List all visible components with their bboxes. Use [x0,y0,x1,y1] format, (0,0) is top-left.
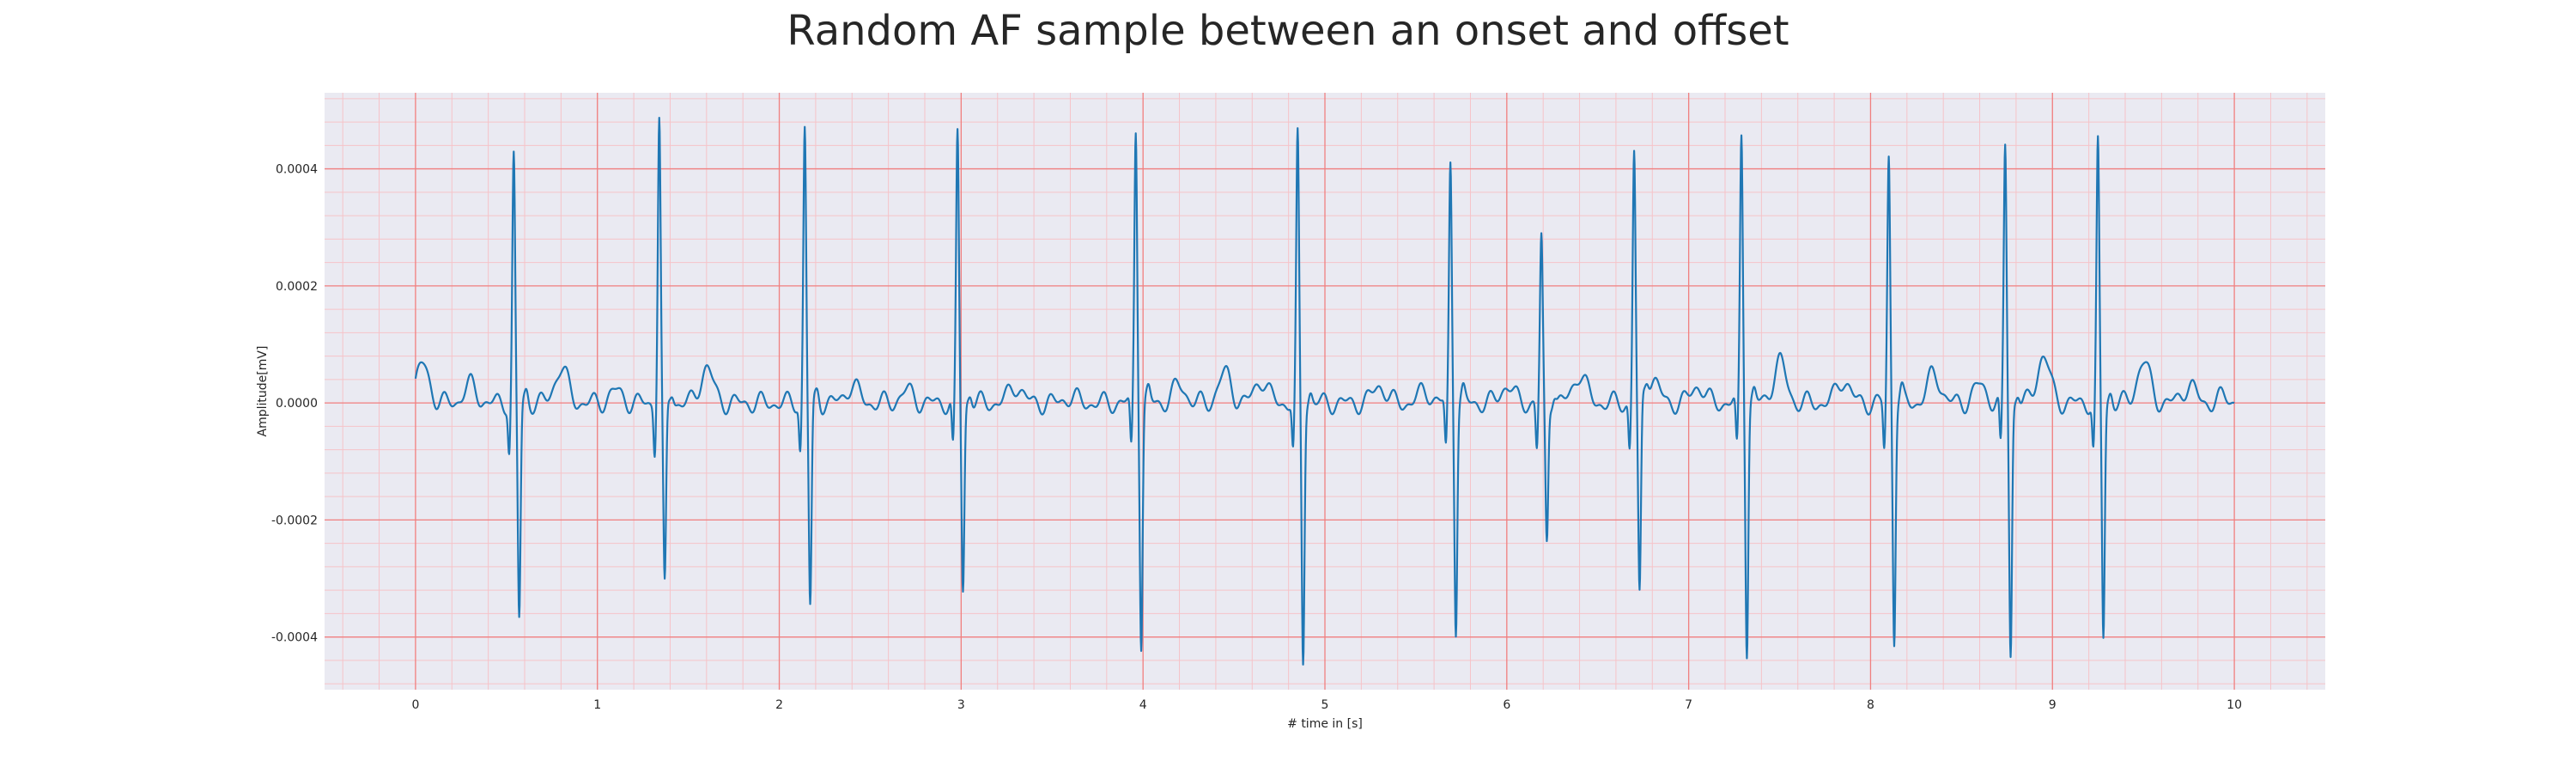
x-tick-label: 6 [1503,698,1510,712]
y-tick-label: 0.0002 [276,280,318,294]
y-tick-label: -0.0004 [271,631,318,645]
y-tick-label: 0.0000 [276,397,318,411]
x-tick-label: 10 [2227,698,2242,712]
x-tick-labels: 0 1 2 3 4 5 6 7 8 9 10 [411,698,2242,712]
x-tick-label: 5 [1321,698,1329,712]
x-tick-label: 9 [2049,698,2057,712]
y-tick-label: 0.0004 [276,163,318,177]
y-axis-label: Amplitude[mV] [256,346,270,437]
y-tick-label: -0.0002 [271,514,318,527]
y-tick-labels: -0.0004 -0.0002 0.0000 0.0002 0.0004 [271,163,318,645]
chart-title: Random AF sample between an onset and of… [787,7,1789,55]
series-group [414,117,2235,666]
x-tick-label: 4 [1139,698,1147,712]
x-tick-label: 3 [957,698,965,712]
x-tick-label: 1 [593,698,601,712]
x-tick-label: 8 [1867,698,1874,712]
x-tick-label: 2 [775,698,783,712]
ecg-signal-line [414,117,2235,666]
x-tick-label: 0 [411,698,419,712]
x-tick-label: 7 [1685,698,1692,712]
x-axis-label: # time in [s] [1287,717,1363,731]
